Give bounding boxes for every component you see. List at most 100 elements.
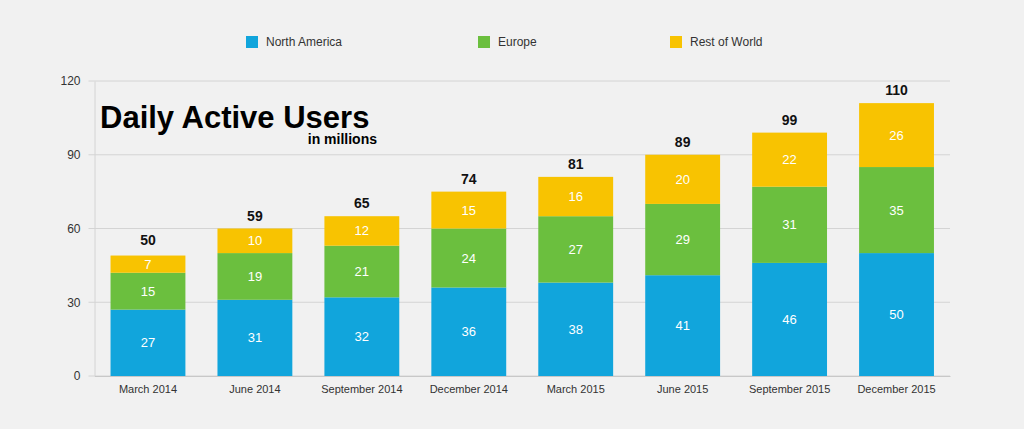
data-label: 22 <box>782 152 796 167</box>
title: Daily Active Users <box>100 100 369 135</box>
bar-segment <box>538 283 613 376</box>
y-tick: 120 <box>60 74 94 88</box>
x-tick: June 2015 <box>657 376 708 395</box>
data-label: 38 <box>568 322 582 337</box>
data-label: 27 <box>568 242 582 257</box>
data-labels: 2731323638414650151921242729313571012151… <box>141 128 904 351</box>
x-tick-label: December 2014 <box>430 383 508 395</box>
data-label: 20 <box>675 172 689 187</box>
y-tick: 60 <box>67 222 94 236</box>
bar-segment <box>111 273 186 310</box>
data-label: 36 <box>462 324 476 339</box>
legend-swatch <box>246 36 258 48</box>
bar-segment <box>645 204 720 275</box>
data-label: 46 <box>782 312 796 327</box>
x-tick-label: March 2014 <box>119 383 177 395</box>
y-tick: 30 <box>67 296 94 310</box>
data-label: 31 <box>248 330 262 345</box>
legend-swatch <box>670 36 682 48</box>
x-tick-label: June 2015 <box>657 383 708 395</box>
x-tick: June 2014 <box>229 376 280 395</box>
total-label: 50 <box>140 232 156 248</box>
y-axis: 0 30 60 90 120 <box>60 74 95 383</box>
y-tick-label: 30 <box>67 296 81 310</box>
y-axis-line <box>95 82 96 377</box>
y-tick: 90 <box>67 148 94 162</box>
x-tick-label: December 2015 <box>857 383 935 395</box>
data-label: 29 <box>675 232 689 247</box>
x-tick-label: September 2015 <box>749 383 830 395</box>
legend: North America Europe Rest of World <box>246 35 762 49</box>
y-tick-label: 0 <box>74 369 81 383</box>
bar-segment <box>111 310 186 376</box>
x-axis: March 2014 June 2014 September 2014 Decembe… <box>95 376 951 395</box>
bar-segment <box>217 229 292 254</box>
x-tick: March 2015 <box>547 376 605 395</box>
plot: 0 30 60 90 120 March 2014 June 2014 September 2… <box>60 74 950 394</box>
x-tick-label: March 2015 <box>547 383 605 395</box>
bar-segment <box>752 263 827 376</box>
data-label: 16 <box>568 189 582 204</box>
bar-segment <box>645 275 720 376</box>
grid <box>89 81 951 376</box>
y-tick-label: 90 <box>67 148 81 162</box>
total-label: 74 <box>461 171 477 187</box>
data-label: 19 <box>248 269 262 284</box>
bar-segment <box>111 256 186 273</box>
legend-swatch <box>478 36 490 48</box>
grid-line <box>89 81 951 82</box>
bar-segment <box>859 103 934 167</box>
subtitle: in millions <box>308 131 377 147</box>
x-axis-line <box>95 376 951 377</box>
data-label: 41 <box>675 318 689 333</box>
bar-segment <box>752 133 827 187</box>
bar-segment <box>645 155 720 204</box>
total-label: 99 <box>782 112 798 128</box>
data-label: 27 <box>141 335 155 350</box>
legend-item: Europe <box>478 35 537 49</box>
bar-segment <box>431 229 506 288</box>
y-tick: 0 <box>74 369 95 383</box>
x-tick: March 2014 <box>119 376 177 395</box>
total-label: 110 <box>885 82 908 98</box>
bar-segment <box>431 192 506 229</box>
data-label: 35 <box>889 203 903 218</box>
data-label: 10 <box>248 233 262 248</box>
total-label: 81 <box>568 156 584 172</box>
data-label: 7 <box>144 257 151 272</box>
x-tick: December 2014 <box>430 376 508 395</box>
x-tick-label: September 2014 <box>321 383 402 395</box>
data-label: 24 <box>462 251 476 266</box>
y-tick-label: 120 <box>60 74 80 88</box>
data-label: 21 <box>355 264 369 279</box>
data-label: 15 <box>462 203 476 218</box>
bar-segment <box>217 253 292 300</box>
x-tick: December 2015 <box>857 376 935 395</box>
x-tick-label: June 2014 <box>229 383 280 395</box>
total-label: 59 <box>247 208 263 224</box>
bar-segment <box>752 187 827 263</box>
total-label: 65 <box>354 195 370 211</box>
x-tick: September 2014 <box>321 376 402 395</box>
legend-label: Europe <box>498 35 537 49</box>
bar-segment <box>859 253 934 376</box>
data-label: 15 <box>141 284 155 299</box>
y-tick-label: 60 <box>67 222 81 236</box>
bar-segment <box>324 216 399 246</box>
bar-segment <box>324 297 399 376</box>
x-tick: September 2015 <box>749 376 830 395</box>
data-label: 31 <box>782 217 796 232</box>
legend-label: Rest of World <box>690 35 762 49</box>
data-label: 26 <box>889 128 903 143</box>
legend-label: North America <box>266 35 342 49</box>
chart: 0 30 60 90 120 March 2014 June 2014 September 2… <box>0 0 1024 429</box>
data-label: 50 <box>889 307 903 322</box>
legend-item: North America <box>246 35 342 49</box>
bar-segment <box>217 300 292 376</box>
bar-segment <box>538 177 613 216</box>
bar-segment <box>538 216 613 282</box>
bar-segment <box>431 288 506 377</box>
data-label: 32 <box>355 329 369 344</box>
total-label: 89 <box>675 134 691 150</box>
legend-item: Rest of World <box>670 35 762 49</box>
